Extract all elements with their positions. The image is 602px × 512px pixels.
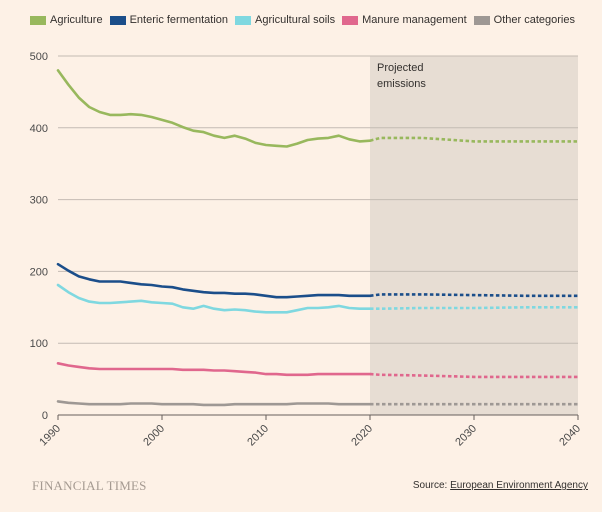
legend-swatch bbox=[473, 15, 490, 25]
series-line-other-categories bbox=[56, 400, 372, 407]
projected-line-agricultural-soils bbox=[370, 306, 578, 310]
x-tick-label: 2040 bbox=[557, 423, 583, 449]
series-line-manure-management bbox=[56, 362, 372, 377]
y-tick-label: 0 bbox=[42, 410, 48, 422]
series-line-agricultural-soils bbox=[56, 283, 372, 314]
projected-line-agriculture bbox=[369, 136, 578, 143]
legend-label: Manure management bbox=[362, 14, 467, 26]
legend-item: Agriculture bbox=[30, 14, 103, 26]
legend-label: Enteric fermentation bbox=[129, 14, 229, 26]
x-tick-label: 2000 bbox=[141, 423, 167, 449]
source-note: Source: European Environment Agency bbox=[413, 480, 588, 491]
line-chart: 0 100 200 300 400 500 1990 2000 2010 2020 2030 204… bbox=[30, 51, 583, 449]
projected-line-enteric-fermentation bbox=[369, 293, 578, 298]
ft-logo: FINANCIAL TIMES bbox=[32, 478, 147, 493]
legend-swatch bbox=[342, 15, 359, 25]
source-link[interactable]: European Environment Agency bbox=[450, 480, 588, 491]
y-tick-label: 400 bbox=[30, 123, 48, 135]
series-line-agriculture bbox=[56, 69, 372, 148]
source-label: Source: bbox=[412, 480, 448, 491]
y-tick-label: 500 bbox=[30, 51, 48, 63]
x-tick-label: 1990 bbox=[37, 423, 63, 449]
projected-annotation: emissions bbox=[377, 78, 426, 90]
legend-item: Enteric fermentation bbox=[109, 14, 229, 26]
x-tick-label: 2020 bbox=[349, 423, 375, 449]
projected-annotation: Projected bbox=[377, 62, 423, 74]
legend-label: Agriculture bbox=[50, 14, 103, 26]
y-tick-label: 100 bbox=[30, 338, 48, 350]
projection-region bbox=[370, 56, 578, 415]
chart-legend: Agriculture Enteric fermentation Agricultu… bbox=[30, 12, 582, 28]
y-tick-label: 200 bbox=[30, 266, 48, 278]
legend-swatch bbox=[30, 15, 46, 25]
projected-line-manure-management bbox=[369, 372, 578, 379]
legend-item: Manure management bbox=[342, 14, 467, 26]
legend-item: Agricultural soils bbox=[235, 14, 335, 26]
x-tick-label: 2030 bbox=[453, 423, 479, 449]
series-line-enteric-fermentation bbox=[56, 262, 372, 299]
x-tick-label: 2010 bbox=[245, 423, 271, 449]
legend-label: Agricultural soils bbox=[255, 14, 336, 26]
legend-swatch bbox=[235, 15, 252, 25]
legend-swatch bbox=[109, 15, 126, 25]
legend-label: Other categories bbox=[493, 14, 575, 26]
y-tick-label: 300 bbox=[30, 195, 48, 207]
legend-item: Other categories bbox=[473, 14, 575, 26]
